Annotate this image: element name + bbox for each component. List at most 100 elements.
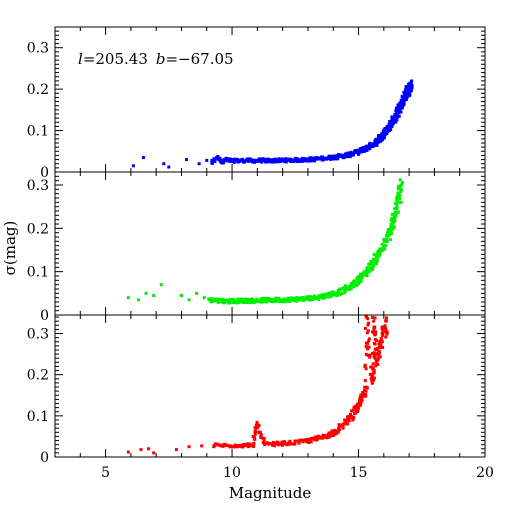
data-point: [222, 301, 226, 305]
data-point: [318, 295, 322, 299]
data-point: [288, 300, 292, 304]
data-point: [253, 432, 257, 436]
data-point: [366, 345, 370, 349]
data-point: [380, 339, 384, 343]
data-point: [218, 157, 222, 161]
data-point: [326, 435, 330, 439]
data-point: [363, 385, 367, 389]
data-point: [299, 438, 303, 442]
data-point: [344, 420, 348, 424]
data-point: [371, 267, 375, 271]
data-point: [371, 375, 375, 379]
data-point: [243, 299, 247, 303]
data-point: [404, 85, 408, 89]
middle-y-tick-labels: 0 0.1 0.2 0.3: [27, 178, 49, 324]
data-point: [359, 150, 363, 154]
data-point: [407, 87, 411, 91]
data-point: [247, 159, 251, 163]
data-point: [395, 115, 399, 119]
data-point: [383, 244, 387, 248]
data-point: [388, 238, 392, 242]
data-point: [287, 440, 291, 444]
data-point: [207, 297, 211, 301]
top-y-tick-label: 0.1: [27, 124, 49, 140]
data-point: [346, 151, 350, 155]
data-point: [240, 443, 244, 447]
data-point: [403, 93, 407, 97]
data-point: [344, 418, 348, 422]
data-point: [252, 445, 256, 449]
data-point: [254, 426, 258, 430]
data-point: [244, 300, 248, 304]
bottom-points: [126, 315, 389, 455]
data-point: [395, 198, 399, 202]
data-point: [224, 157, 228, 161]
data-point: [401, 106, 405, 110]
data-point: [303, 297, 307, 301]
data-point: [251, 159, 255, 163]
data-point: [395, 210, 399, 214]
data-point: [152, 294, 156, 297]
bottom-y-tick-label: 0: [40, 450, 49, 466]
data-point: [345, 415, 349, 419]
data-point: [253, 429, 257, 433]
data-point: [229, 159, 233, 163]
data-point: [289, 298, 293, 302]
data-point: [301, 299, 305, 303]
data-point: [356, 275, 360, 279]
data-point: [325, 292, 329, 296]
data-point: [398, 101, 402, 105]
data-point: [347, 419, 351, 423]
data-point: [399, 200, 403, 204]
data-point: [339, 288, 343, 292]
x-tick-label: 20: [476, 465, 494, 481]
data-point: [390, 212, 394, 216]
data-point: [304, 437, 308, 441]
data-point: [258, 430, 262, 434]
data-point: [195, 291, 199, 295]
data-point: [272, 444, 276, 448]
data-point: [294, 159, 298, 163]
data-point: [360, 395, 364, 399]
data-point: [239, 298, 243, 302]
data-point: [144, 291, 148, 295]
data-point: [384, 327, 388, 331]
data-point: [347, 284, 351, 288]
data-point: [377, 137, 381, 141]
data-point: [321, 155, 325, 159]
data-point: [327, 154, 331, 158]
annotation-l-symbol: l: [78, 50, 83, 68]
data-point: [384, 319, 388, 323]
data-point: [398, 178, 402, 182]
data-point: [241, 301, 245, 305]
data-point: [235, 299, 239, 303]
data-point: [343, 284, 347, 288]
data-point: [282, 440, 286, 444]
data-point: [251, 435, 255, 439]
data-point: [410, 86, 414, 90]
data-point: [404, 89, 408, 93]
data-point: [361, 391, 365, 395]
data-point: [227, 157, 231, 161]
data-point: [322, 294, 326, 298]
data-point: [376, 362, 380, 366]
data-point: [241, 298, 245, 302]
data-point: [232, 160, 236, 164]
data-point: [397, 111, 401, 115]
data-point: [398, 197, 402, 201]
data-point: [259, 433, 263, 437]
data-point: [252, 442, 256, 446]
data-point: [394, 213, 398, 217]
data-point: [343, 418, 347, 422]
data-point: [368, 355, 372, 359]
data-point: [245, 444, 249, 448]
data-point: [366, 317, 370, 321]
data-point: [357, 280, 361, 284]
data-point: [321, 158, 325, 162]
data-point: [283, 442, 287, 446]
data-point: [371, 372, 375, 376]
data-point: [229, 298, 233, 302]
data-point: [296, 159, 300, 163]
data-point: [250, 297, 254, 301]
data-point: [362, 389, 366, 393]
